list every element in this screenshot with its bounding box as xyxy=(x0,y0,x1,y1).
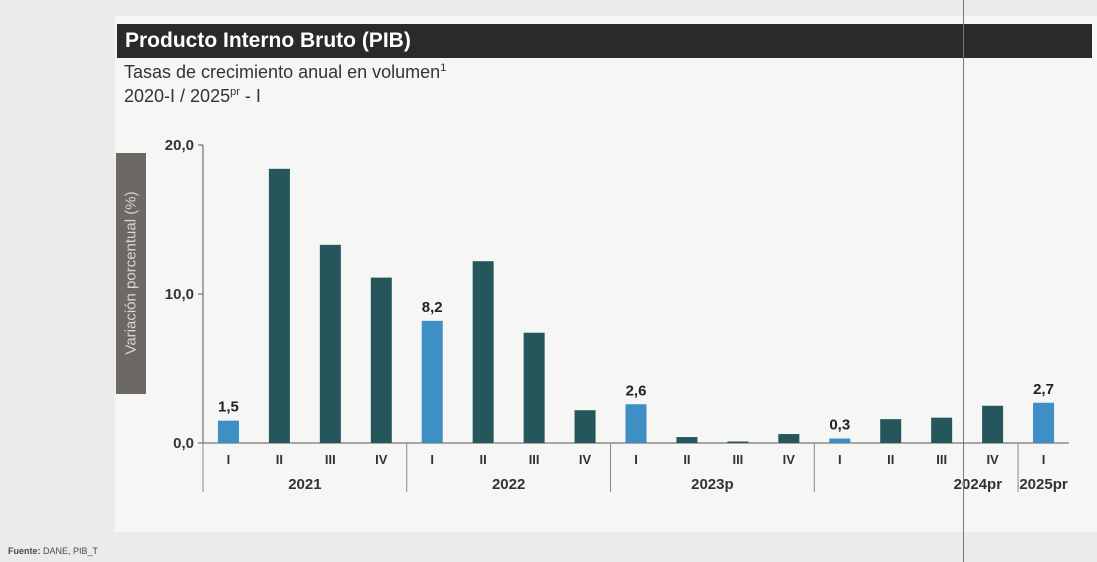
bar xyxy=(268,168,290,443)
quarter-label: IV xyxy=(783,452,796,467)
bar xyxy=(727,441,749,443)
quarter-label: I xyxy=(634,452,638,467)
quarter-label: IV xyxy=(579,452,592,467)
subtitle-text: Tasas de crecimiento anual en volumen xyxy=(124,62,441,82)
quarter-label: II xyxy=(276,452,283,467)
subtitle-footnote-mark: 1 xyxy=(440,62,447,74)
bar xyxy=(523,332,545,443)
bar xyxy=(625,404,647,443)
bar xyxy=(319,244,341,443)
quarter-label: I xyxy=(227,452,231,467)
bar xyxy=(370,277,392,443)
data-label: 0,3 xyxy=(829,417,850,434)
bar xyxy=(931,417,953,443)
data-label: 2,6 xyxy=(626,382,647,399)
quarter-label: IV xyxy=(375,452,388,467)
year-label: 2021 xyxy=(288,476,321,493)
bar xyxy=(421,320,443,443)
source-label: Fuente: xyxy=(8,546,41,556)
quarter-label: III xyxy=(529,452,540,467)
quarter-label: III xyxy=(325,452,336,467)
source-text: DANE, PIB_T xyxy=(40,546,99,556)
quarter-label: III xyxy=(936,452,947,467)
period-text: 2020-I / 2025 xyxy=(124,86,231,106)
y-tick-label: 20,0 xyxy=(165,137,194,154)
quarter-label: II xyxy=(887,452,894,467)
quarter-label: II xyxy=(480,452,487,467)
chart-title: Producto Interno Bruto (PIB) xyxy=(117,24,1092,58)
data-label: 1,5 xyxy=(218,399,239,416)
bar xyxy=(829,438,851,443)
year-label: 2025pr xyxy=(1019,476,1068,493)
bar xyxy=(676,437,698,443)
bar xyxy=(880,419,902,443)
bar xyxy=(982,405,1004,443)
bar xyxy=(217,420,239,443)
year-label: 2024pr xyxy=(954,476,1003,493)
chart-subtitle: Tasas de crecimiento anual en volumen1 xyxy=(124,62,446,83)
year-label: 2022 xyxy=(492,476,525,493)
y-tick-label: 0,0 xyxy=(173,435,194,452)
period-end: - I xyxy=(239,86,261,106)
vertical-divider xyxy=(963,0,964,562)
quarter-label: II xyxy=(683,452,690,467)
chart-period: 2020-I / 2025pr - I xyxy=(124,86,261,107)
y-tick-label: 10,0 xyxy=(165,286,194,303)
bar xyxy=(778,434,800,443)
quarter-label: III xyxy=(732,452,743,467)
bar xyxy=(472,261,494,443)
period-superscript: pr xyxy=(230,86,240,98)
quarter-label: I xyxy=(1042,452,1046,467)
bar xyxy=(1033,402,1055,443)
data-label: 8,2 xyxy=(422,299,443,316)
bar xyxy=(574,410,596,443)
y-axis-label-box xyxy=(116,153,146,394)
quarter-label: I xyxy=(838,452,842,467)
year-label: 2023p xyxy=(691,476,734,493)
data-label: 2,7 xyxy=(1033,381,1054,398)
source-note: Fuente: DANE, PIB_T xyxy=(8,546,98,556)
quarter-label: IV xyxy=(986,452,999,467)
quarter-label: I xyxy=(430,452,434,467)
